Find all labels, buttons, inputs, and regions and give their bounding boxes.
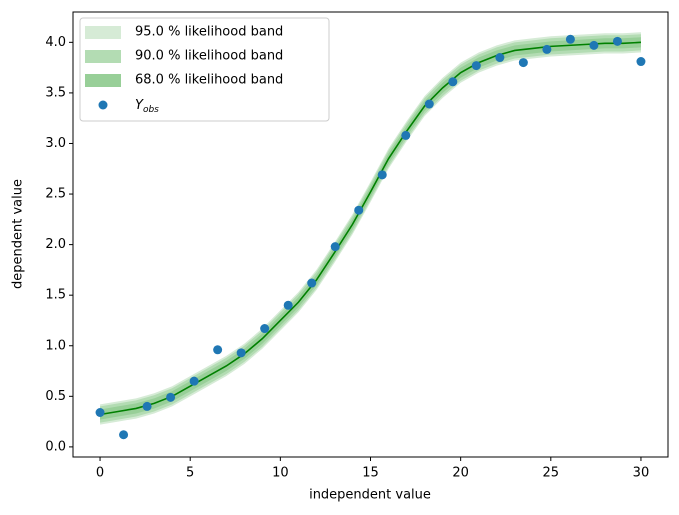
legend-label: 90.0 % likelihood band [135, 49, 283, 64]
legend-label: Yobs [135, 98, 159, 115]
observation-point [448, 77, 458, 87]
x-axis-label: independent value [309, 488, 431, 503]
observation-point [471, 61, 481, 71]
legend-label: 95.0 % likelihood band [135, 25, 283, 40]
observation-point [424, 99, 434, 109]
observation-point [95, 408, 105, 417]
x-tick-label: 0 [96, 466, 104, 481]
y-axis-label: dependent value [11, 179, 26, 289]
legend-label-subscript: obs [143, 105, 159, 115]
observation-point [636, 57, 646, 67]
legend-label-main: Y [135, 98, 144, 113]
observation-point [589, 40, 599, 50]
y-tick-label: 2.5 [45, 187, 66, 202]
legend-swatch [85, 74, 121, 87]
observation-point [330, 242, 340, 252]
observation-point [495, 53, 505, 63]
y-tick-label: 2.0 [45, 237, 66, 252]
y-tick-label: 0.0 [45, 439, 66, 454]
x-tick-label: 25 [543, 466, 560, 481]
x-tick-label: 15 [362, 466, 379, 481]
observation-point [542, 44, 552, 54]
observation-point [377, 170, 387, 180]
legend-label: 68.0 % likelihood band [135, 73, 283, 88]
legend-swatch [85, 26, 121, 39]
x-tick-label: 30 [633, 466, 650, 481]
y-tick-label: 1.5 [45, 288, 66, 303]
observation-point [401, 130, 411, 140]
legend-box [79, 17, 330, 122]
observation-point [565, 34, 575, 44]
x-tick-label: 5 [186, 466, 194, 481]
y-tick-label: 1.0 [45, 338, 66, 353]
plot-frame [72, 11, 669, 458]
observation-point [612, 36, 622, 46]
legend-marker [98, 100, 108, 110]
observation-point [119, 430, 129, 440]
legend-swatch [85, 50, 121, 63]
y-tick-label: 3.0 [45, 136, 66, 151]
fit-line [99, 41, 641, 416]
observation-point [307, 278, 317, 288]
observation-point [354, 205, 364, 215]
y-tick-label: 4.0 [45, 35, 66, 50]
observation-point [260, 324, 270, 334]
observation-point [283, 300, 293, 310]
observation-point [213, 345, 223, 355]
observation-point [518, 58, 528, 68]
observation-point [166, 392, 176, 402]
observation-point [142, 401, 152, 411]
observation-point [189, 376, 199, 386]
y-tick-label: 0.5 [45, 389, 66, 404]
x-tick-label: 20 [452, 466, 469, 481]
y-tick-label: 3.5 [45, 85, 66, 100]
x-tick-label: 10 [272, 466, 289, 481]
observation-point [236, 348, 246, 358]
